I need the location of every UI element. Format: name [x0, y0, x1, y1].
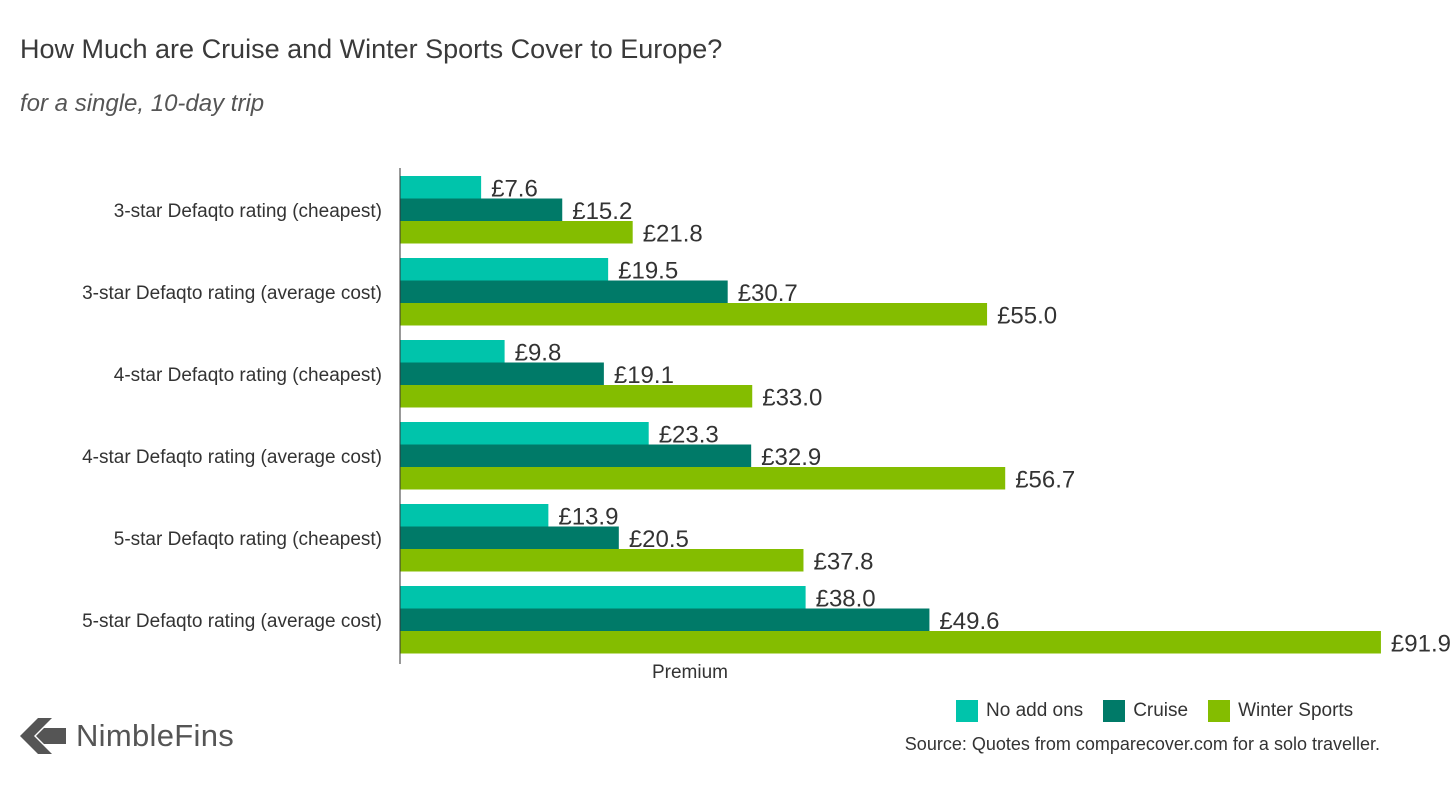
bar-no-add-ons: [400, 340, 505, 363]
category-label: 3-star Defaqto rating (cheapest): [114, 201, 382, 222]
data-label-no-add-ons: £7.6: [491, 175, 538, 202]
legend-label-no-add-ons: No add ons: [986, 700, 1084, 721]
bar-chart: 3-star Defaqto rating (cheapest) £7.6 £15.…: [82, 168, 1451, 683]
bar-no-add-ons: [400, 586, 806, 609]
bar-cruise: [400, 608, 930, 631]
legend-label-cruise: Cruise: [1133, 700, 1189, 721]
data-label-no-add-ons: £38.0: [816, 585, 876, 612]
legend-item-cruise: Cruise: [1103, 700, 1188, 722]
category-label: 5-star Defaqto rating (average cost): [82, 611, 382, 632]
data-label-cruise: £49.6: [939, 608, 999, 635]
chart-title: How Much are Cruise and Winter Sports Co…: [20, 34, 723, 64]
data-label-no-add-ons: £13.9: [558, 503, 618, 530]
data-label-no-add-ons: £23.3: [659, 421, 719, 448]
data-label-winter-sports: £56.7: [1015, 466, 1075, 493]
data-label-cruise: £32.9: [761, 444, 821, 471]
bar-no-add-ons: [400, 258, 609, 281]
data-label-winter-sports: £21.8: [643, 220, 703, 247]
data-label-winter-sports: £37.8: [813, 548, 873, 575]
nimblefins-logo-icon: [20, 718, 66, 754]
bar-winter-sports: [400, 467, 1006, 490]
data-label-winter-sports: £55.0: [997, 302, 1057, 329]
bar-cruise: [400, 444, 752, 467]
legend-label-winter-sports: Winter Sports: [1238, 700, 1354, 721]
chart-legend: No add ons Cruise Winter Sports: [956, 700, 1353, 722]
data-label-cruise: £19.1: [614, 362, 674, 389]
bar-winter-sports: [400, 385, 753, 408]
bar-no-add-ons: [400, 422, 649, 445]
category-label: 5-star Defaqto rating (cheapest): [114, 529, 382, 550]
category-label: 3-star Defaqto rating (average cost): [82, 283, 382, 304]
bar-winter-sports: [400, 303, 988, 326]
category-label: 4-star Defaqto rating (cheapest): [114, 365, 382, 386]
bar-winter-sports: [400, 631, 1381, 654]
category-label: 4-star Defaqto rating (average cost): [82, 447, 382, 468]
legend-swatch-cruise: [1103, 700, 1126, 722]
brand-name: NimbleFins: [76, 718, 235, 753]
bar-cruise: [400, 362, 604, 385]
bar-no-add-ons: [400, 176, 482, 199]
x-axis-label: Premium: [652, 662, 728, 683]
bar-cruise: [400, 198, 563, 221]
data-label-cruise: £20.5: [629, 526, 689, 553]
legend-swatch-no-add-ons: [956, 700, 978, 722]
bar-winter-sports: [400, 549, 804, 572]
bar-winter-sports: [400, 221, 633, 244]
chart-subtitle: for a single, 10-day trip: [20, 90, 265, 117]
bar-cruise: [400, 280, 728, 303]
data-label-winter-sports: £91.9: [1391, 630, 1451, 657]
data-label-cruise: £15.2: [572, 198, 632, 225]
source-note: Source: Quotes from comparecover.com for…: [904, 734, 1380, 754]
data-label-cruise: £30.7: [738, 280, 798, 307]
bar-cruise: [400, 526, 619, 549]
bar-no-add-ons: [400, 504, 549, 527]
data-label-no-add-ons: £9.8: [515, 339, 562, 366]
data-label-winter-sports: £33.0: [762, 384, 822, 411]
legend-item-winter-sports: Winter Sports: [1208, 700, 1353, 722]
data-label-no-add-ons: £19.5: [618, 257, 678, 284]
brand-logo: NimbleFins: [20, 716, 234, 756]
legend-swatch-winter-sports: [1208, 700, 1231, 722]
legend-item-no-add-ons: No add ons: [956, 700, 1083, 722]
